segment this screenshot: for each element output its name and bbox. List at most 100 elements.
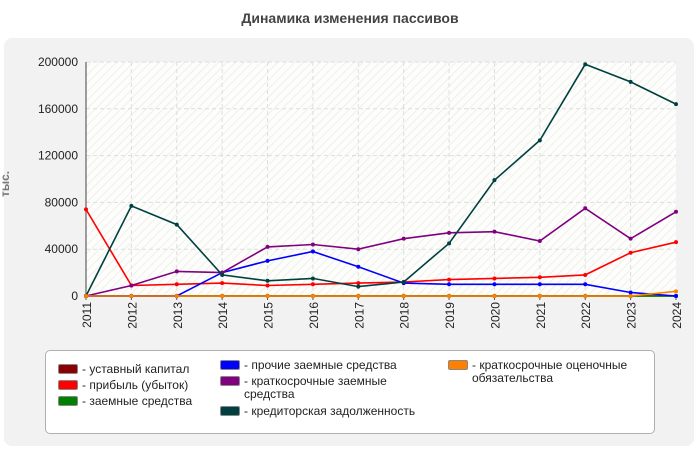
data-point	[583, 206, 588, 211]
data-point	[310, 249, 315, 254]
plot-background	[86, 62, 676, 296]
data-point	[401, 279, 406, 284]
data-point	[401, 294, 406, 298]
chart-title: Динамика изменения пассивов	[241, 10, 459, 26]
data-point	[674, 289, 678, 294]
series-line-1	[85, 208, 677, 287]
legend-label: - заемные средства	[82, 394, 193, 408]
legend-label: - прочие заемные средства	[244, 358, 397, 372]
data-point	[583, 272, 588, 277]
x-tick-label: 2014	[216, 302, 230, 329]
x-tick-label: 2021	[534, 302, 548, 329]
data-point	[129, 283, 134, 288]
data-point	[265, 278, 270, 283]
data-point	[401, 236, 406, 241]
legend-label: - прибыль (убыток)	[82, 378, 189, 392]
data-point	[674, 240, 678, 245]
y-tick-label: 80000	[45, 195, 79, 209]
data-point	[310, 294, 315, 298]
chart-area: 0 40000 80000 120000 160000 200000 2011 2012 201…	[38, 55, 684, 329]
series-line-6	[86, 290, 677, 297]
data-point	[674, 294, 678, 298]
data-point	[129, 294, 134, 298]
legend-swatch	[58, 396, 78, 406]
x-tick-label: 2015	[262, 302, 276, 329]
data-point	[84, 207, 88, 212]
data-point	[628, 290, 633, 295]
data-point	[492, 178, 497, 183]
x-tick-label: 2020	[488, 302, 502, 329]
data-point	[447, 230, 452, 235]
x-tick-label: 2019	[443, 302, 457, 329]
legend-swatch	[58, 364, 78, 374]
x-tick-label: 2011	[80, 302, 94, 328]
data-point	[174, 269, 179, 274]
data-point	[628, 236, 633, 241]
x-tick-label: 2022	[579, 302, 593, 329]
x-tick-label: 2012	[125, 302, 139, 329]
data-point	[310, 276, 315, 281]
data-point	[537, 282, 542, 287]
data-point	[310, 282, 315, 287]
legend-label: - кредиторская задолженность	[244, 404, 416, 418]
legend-label: - краткосрочные оценочные обязательства	[472, 358, 628, 385]
data-point	[583, 62, 588, 67]
data-point	[447, 294, 452, 298]
x-tick-label: 2018	[398, 302, 412, 329]
y-tick-label: 160000	[38, 102, 78, 116]
legend-label: - краткосрочные заемные средства	[244, 374, 387, 401]
x-tick-label: 2016	[307, 302, 321, 329]
data-point	[356, 247, 361, 252]
data-point	[537, 138, 542, 143]
data-point	[129, 203, 134, 208]
data-point	[628, 79, 633, 84]
series-line-4	[85, 207, 677, 297]
y-tick-label: 0	[71, 289, 78, 303]
data-point	[265, 258, 270, 263]
data-point	[537, 275, 542, 280]
x-tick-label: 2017	[352, 302, 366, 329]
legend-swatch	[220, 406, 240, 416]
data-point	[220, 294, 225, 298]
data-point	[447, 277, 452, 282]
y-tick-label: 120000	[38, 149, 78, 163]
legend-swatch	[58, 380, 78, 390]
data-point	[265, 244, 270, 249]
data-point	[492, 229, 497, 234]
legend: - уставный капитал - прибыль (убыток) - …	[45, 350, 655, 434]
data-point	[310, 242, 315, 247]
data-point	[492, 282, 497, 287]
data-point	[537, 239, 542, 244]
data-point	[220, 281, 225, 286]
data-point	[583, 282, 588, 287]
series-line-5	[85, 63, 677, 297]
data-point	[447, 241, 452, 246]
data-point	[583, 294, 588, 298]
x-tick-label: 2023	[625, 302, 639, 329]
data-point	[356, 294, 361, 298]
data-point	[492, 276, 497, 281]
data-point	[628, 250, 633, 255]
data-point	[447, 282, 452, 287]
data-point	[628, 294, 633, 298]
data-point	[674, 102, 678, 107]
data-point	[537, 294, 542, 298]
data-point	[265, 283, 270, 288]
data-point	[674, 209, 678, 214]
data-point	[220, 272, 225, 277]
data-point	[174, 294, 179, 298]
x-tick-label: 2013	[171, 302, 185, 329]
data-point	[265, 294, 270, 298]
data-point	[174, 222, 179, 227]
x-tick-label: 2024	[670, 302, 684, 329]
data-point	[492, 294, 497, 298]
data-point	[356, 281, 361, 286]
data-point	[356, 284, 361, 289]
y-tick-label: 200000	[38, 55, 78, 69]
legend-swatch	[220, 376, 240, 386]
data-point	[174, 282, 179, 287]
series-line-3	[86, 250, 677, 297]
data-point	[84, 294, 88, 298]
legend-swatch	[448, 360, 468, 370]
legend-swatch	[220, 360, 240, 370]
